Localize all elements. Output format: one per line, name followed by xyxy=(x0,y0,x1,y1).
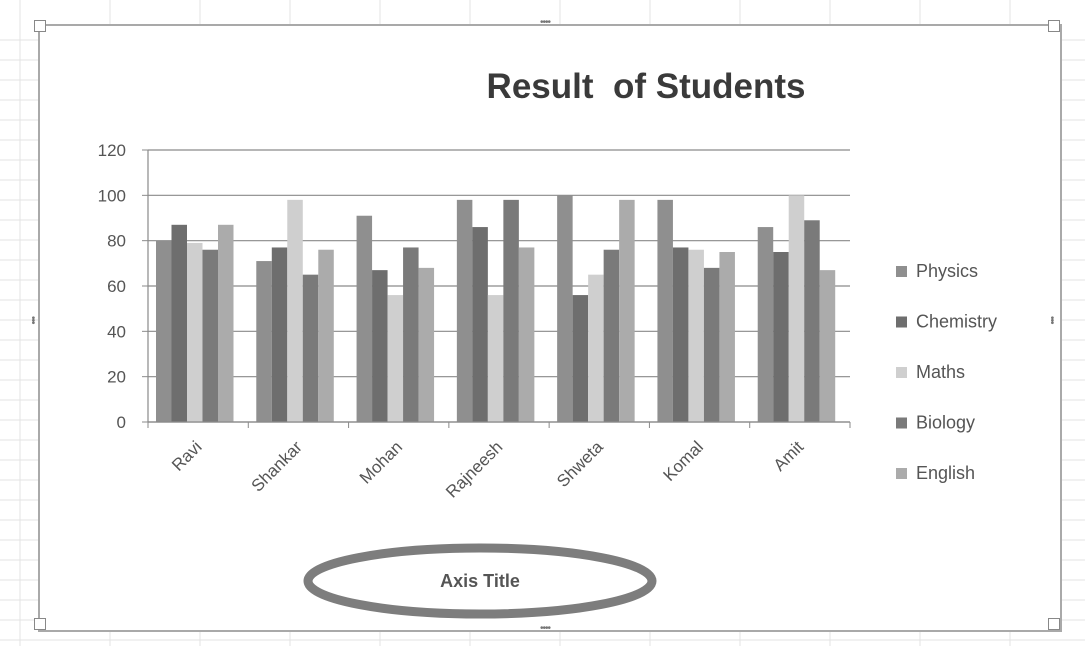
resize-handle-bottom-right[interactable] xyxy=(1048,618,1060,630)
x-tick-label: Amit xyxy=(770,437,808,475)
legend-label-english: English xyxy=(916,463,975,483)
bar-biology-rajneesh xyxy=(503,199,519,422)
bar-biology-amit xyxy=(804,220,820,422)
bar-english-shweta xyxy=(619,199,635,422)
bar-chemistry-mohan xyxy=(372,270,388,422)
legend[interactable]: Physics Chemistry Maths Biology English xyxy=(896,261,997,483)
legend-swatch-chemistry xyxy=(896,316,907,328)
bar-english-komal xyxy=(719,252,735,422)
resize-handle-right[interactable]: ••• xyxy=(1046,316,1057,324)
legend-label-chemistry: Chemistry xyxy=(916,312,997,332)
bar-physics-komal xyxy=(657,199,673,422)
axis-title-highlight-ellipse xyxy=(303,543,657,619)
x-tick-label: Mohan xyxy=(356,437,406,487)
y-tick-label: 60 xyxy=(107,277,126,296)
bar-english-ravi xyxy=(218,224,234,422)
bar-maths-shankar xyxy=(287,199,303,422)
y-tick-label: 40 xyxy=(107,322,126,341)
resize-handle-bottom[interactable]: •••• xyxy=(540,623,551,634)
y-tick-label: 100 xyxy=(98,186,126,205)
bar-maths-ravi xyxy=(187,242,203,422)
bar-chart: Result of Students 0 20 40 60 80 100 120 Ravi S… xyxy=(98,67,997,619)
legend-swatch-english xyxy=(896,468,907,479)
bar-chemistry-amit xyxy=(773,252,789,422)
bar-english-shankar xyxy=(318,249,334,422)
bar-english-amit xyxy=(819,270,836,422)
bars xyxy=(156,195,836,422)
legend-label-physics: Physics xyxy=(916,261,978,281)
bar-biology-mohan xyxy=(403,247,419,422)
bar-physics-rajneesh xyxy=(456,199,473,422)
bar-chemistry-komal xyxy=(672,247,689,422)
bar-chemistry-shweta xyxy=(572,295,589,422)
x-tick-label: Rajneesh xyxy=(442,437,506,501)
bar-maths-mohan xyxy=(387,295,404,422)
y-tick-label: 80 xyxy=(107,232,126,251)
legend-swatch-biology xyxy=(896,417,907,429)
legend-swatch-physics xyxy=(896,266,907,277)
bar-maths-amit xyxy=(788,195,805,422)
bar-physics-amit xyxy=(757,227,774,422)
legend-label-biology: Biology xyxy=(916,413,975,433)
resize-handle-left[interactable]: ••• xyxy=(27,316,38,324)
x-axis-title[interactable]: Axis Title xyxy=(440,571,520,591)
legend-label-maths: Maths xyxy=(916,362,965,382)
bar-physics-mohan xyxy=(356,215,373,422)
legend-swatch-maths xyxy=(896,367,907,378)
bar-biology-shweta xyxy=(603,249,620,422)
bar-physics-shankar xyxy=(256,261,272,422)
bar-maths-komal xyxy=(688,249,704,422)
x-tick-label: Shweta xyxy=(553,437,607,491)
y-tick-label: 120 xyxy=(98,141,126,160)
bar-physics-ravi xyxy=(156,240,172,422)
bar-chemistry-ravi xyxy=(171,224,187,422)
bar-chemistry-shankar xyxy=(271,247,288,422)
y-tick-label: 0 xyxy=(117,413,126,432)
bar-maths-rajneesh xyxy=(487,295,504,422)
bar-maths-shweta xyxy=(588,274,604,422)
bar-biology-ravi xyxy=(202,249,218,422)
bar-biology-komal xyxy=(703,267,720,422)
x-tick-label: Komal xyxy=(659,437,707,485)
resize-handle-top-right[interactable] xyxy=(1048,20,1060,32)
y-axis-ticks: 0 20 40 60 80 100 120 xyxy=(98,141,148,432)
bar-chemistry-rajneesh xyxy=(472,227,488,422)
resize-handle-top-left[interactable] xyxy=(34,20,46,32)
resize-handle-top[interactable]: •••• xyxy=(540,17,551,28)
bar-biology-shankar xyxy=(302,274,319,422)
bar-english-rajneesh xyxy=(518,247,535,422)
resize-handle-bottom-left[interactable] xyxy=(34,618,46,630)
bar-english-mohan xyxy=(418,267,435,422)
chart-title: Result of Students xyxy=(487,67,806,106)
y-tick-label: 20 xyxy=(107,368,126,387)
chart-frame[interactable]: Result of Students 0 20 40 60 80 100 120 Ravi S… xyxy=(27,18,1062,634)
x-tick-label: Ravi xyxy=(168,437,205,474)
x-tick-label: Shankar xyxy=(248,437,306,495)
bar-physics-shweta xyxy=(557,195,573,422)
x-axis-ticks: Ravi Shankar Mohan Rajneesh Shweta Komal Amit xyxy=(147,421,851,502)
axis-title-group[interactable]: Axis Title xyxy=(303,543,657,619)
